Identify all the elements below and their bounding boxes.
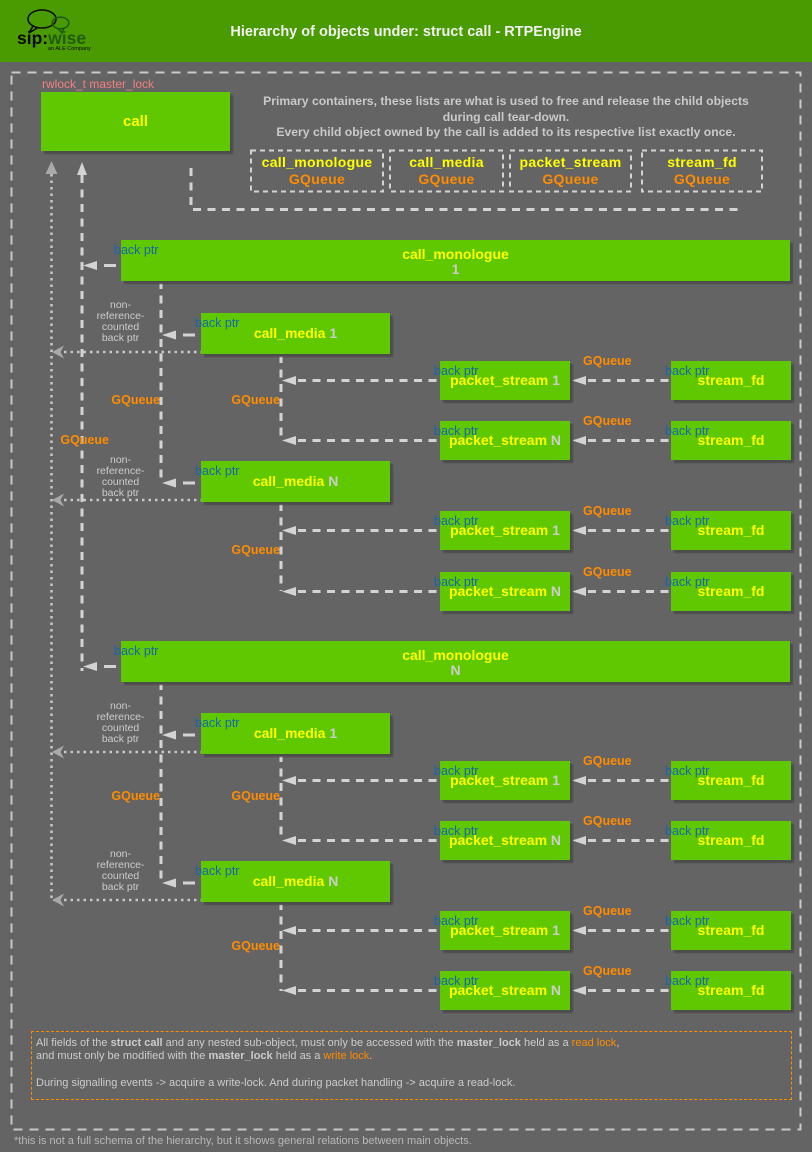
svg-text:sip:wise: sip:wise — [17, 28, 86, 48]
svg-text:an ALE Company: an ALE Company — [48, 46, 91, 52]
